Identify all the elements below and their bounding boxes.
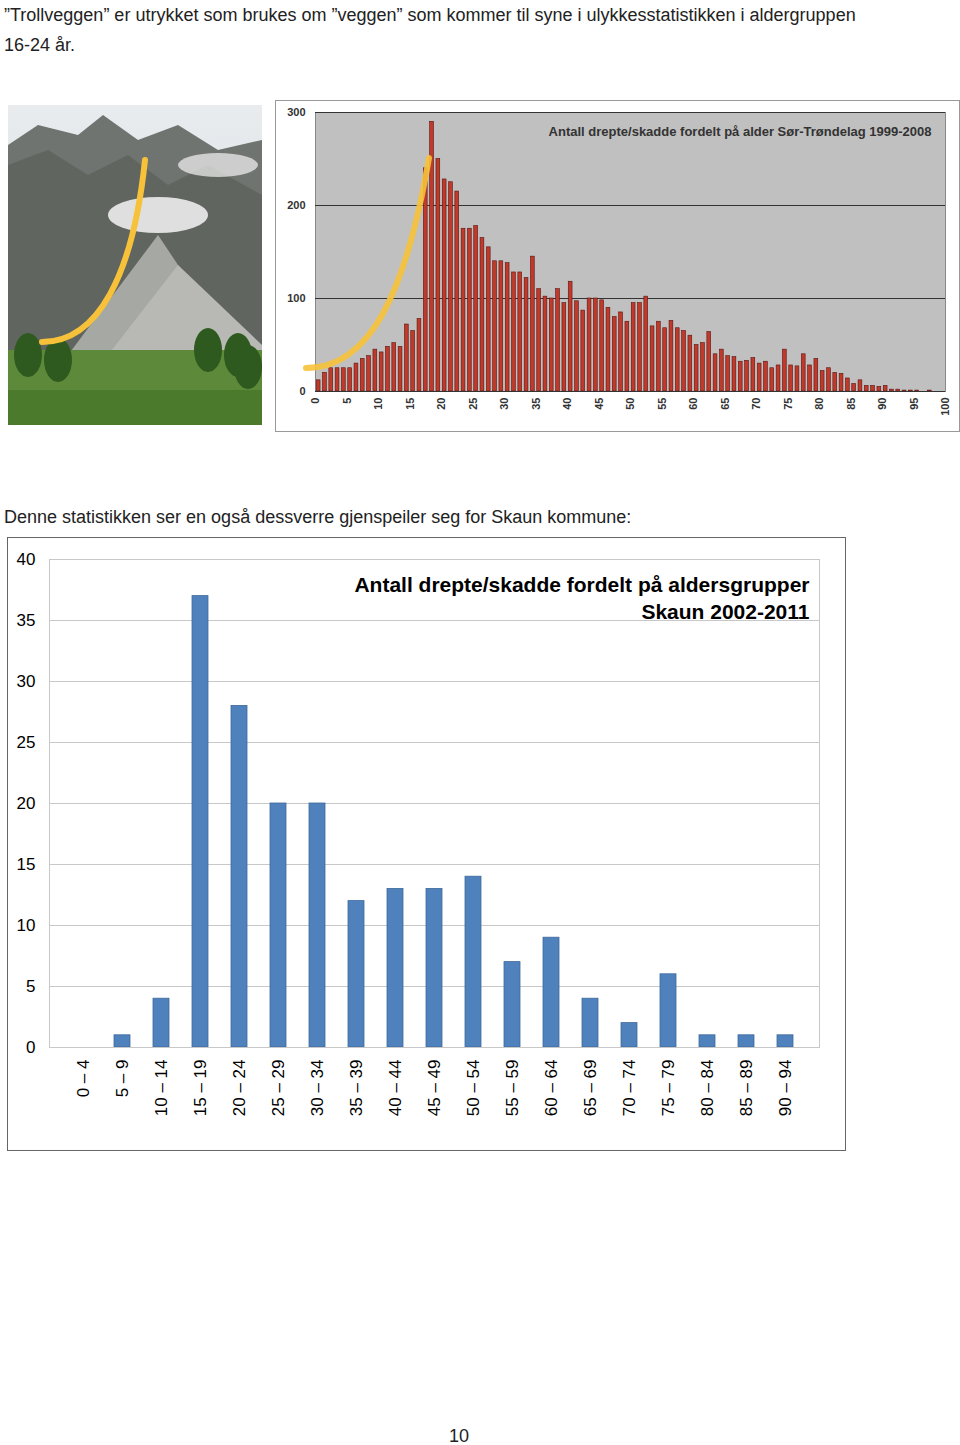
svg-text:45 – 49: 45 – 49 [425, 1060, 444, 1117]
svg-text:80: 80 [813, 398, 825, 410]
svg-text:25: 25 [467, 398, 479, 410]
svg-text:5 – 9: 5 – 9 [113, 1060, 132, 1098]
svg-text:35 – 39: 35 – 39 [347, 1060, 366, 1117]
svg-text:Antall drepte/skadde fordelt p: Antall drepte/skadde fordelt på alder Sø… [549, 124, 932, 139]
svg-text:40: 40 [561, 398, 573, 410]
svg-text:Skaun 2002-2011: Skaun 2002-2011 [641, 600, 809, 623]
svg-text:10: 10 [17, 916, 36, 935]
svg-text:75: 75 [782, 398, 794, 410]
svg-text:55 – 59: 55 – 59 [503, 1060, 522, 1117]
svg-text:95: 95 [908, 398, 920, 410]
svg-text:75 – 79: 75 – 79 [659, 1060, 678, 1117]
svg-text:85: 85 [845, 398, 857, 410]
svg-text:15 – 19: 15 – 19 [191, 1060, 210, 1117]
svg-text:10: 10 [372, 398, 384, 410]
svg-text:200: 200 [287, 199, 305, 211]
svg-text:70 – 74: 70 – 74 [620, 1060, 639, 1117]
svg-text:85 – 89: 85 – 89 [737, 1060, 756, 1117]
svg-text:20: 20 [17, 794, 36, 813]
svg-text:5: 5 [26, 977, 35, 996]
svg-text:90 – 94: 90 – 94 [776, 1060, 795, 1117]
svg-text:5: 5 [341, 398, 353, 404]
svg-text:15: 15 [404, 398, 416, 410]
svg-text:0: 0 [26, 1038, 35, 1057]
svg-text:55: 55 [656, 398, 668, 410]
svg-text:20: 20 [435, 398, 447, 410]
svg-text:70: 70 [750, 398, 762, 410]
svg-text:80 – 84: 80 – 84 [698, 1060, 717, 1117]
svg-text:0 – 4: 0 – 4 [74, 1060, 93, 1098]
svg-text:35: 35 [17, 611, 36, 630]
svg-text:40 – 44: 40 – 44 [386, 1060, 405, 1117]
html-text:”Trollveggen” er utrykket som: ”Trollveggen” er utrykket som brukes om … [4, 5, 856, 55]
svg-text:50: 50 [624, 398, 636, 410]
svg-text:90: 90 [876, 398, 888, 410]
svg-text:0: 0 [309, 398, 321, 404]
svg-text:50 – 54: 50 – 54 [464, 1060, 483, 1117]
svg-text:100: 100 [287, 292, 305, 304]
html-text:10: 10 [449, 1426, 469, 1445]
svg-text:30: 30 [498, 398, 510, 410]
svg-text:15: 15 [17, 855, 36, 874]
svg-text:100: 100 [939, 398, 951, 416]
svg-text:60: 60 [687, 398, 699, 410]
svg-text:65 – 69: 65 – 69 [581, 1060, 600, 1117]
svg-text:10 – 14: 10 – 14 [152, 1060, 171, 1117]
svg-text:Antall drepte/skadde fordelt p: Antall drepte/skadde fordelt på aldersgr… [354, 573, 809, 596]
svg-text:300: 300 [287, 106, 305, 118]
svg-text:45: 45 [593, 398, 605, 410]
svg-text:60 – 64: 60 – 64 [542, 1060, 561, 1117]
svg-text:40: 40 [17, 550, 36, 569]
svg-text:20 – 24: 20 – 24 [230, 1060, 249, 1117]
html-text:Denne statistikken ser en også: Denne statistikken ser en også dessverre… [4, 507, 632, 527]
svg-text:35: 35 [530, 398, 542, 410]
svg-text:0: 0 [299, 385, 305, 397]
svg-text:30: 30 [17, 672, 36, 691]
svg-text:25: 25 [17, 733, 36, 752]
svg-text:65: 65 [719, 398, 731, 410]
svg-text:25 – 29: 25 – 29 [269, 1060, 288, 1117]
svg-text:30 – 34: 30 – 34 [308, 1060, 327, 1117]
